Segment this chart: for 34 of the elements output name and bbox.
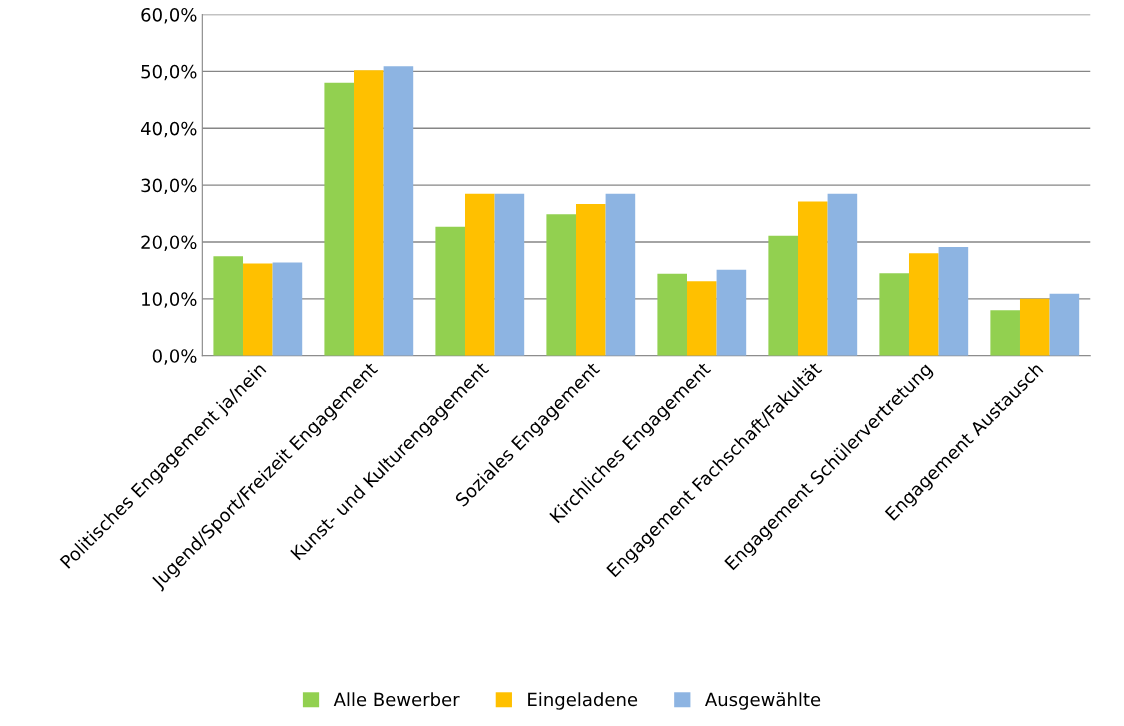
bar	[908, 253, 939, 356]
bar	[879, 273, 909, 356]
legend-label: Eingeladene	[528, 692, 638, 710]
bar	[272, 262, 303, 356]
legend-label: Ausgewählte	[705, 692, 821, 710]
bar	[827, 193, 858, 356]
bar	[324, 82, 355, 356]
bar	[657, 273, 687, 356]
bar	[383, 66, 414, 356]
bar	[465, 193, 495, 356]
bar	[494, 193, 525, 356]
bar	[213, 256, 244, 356]
bar	[768, 235, 798, 356]
y-tick-label: 20,0%	[141, 235, 197, 251]
bar	[435, 226, 466, 356]
bar	[576, 203, 606, 356]
y-tick-label: 0,0%	[152, 349, 197, 365]
bar	[1049, 293, 1080, 356]
bar	[938, 247, 969, 356]
bar	[605, 193, 636, 356]
bar	[990, 310, 1020, 356]
bar	[243, 263, 273, 356]
bar	[716, 269, 747, 356]
y-tick-label: 30,0%	[141, 178, 197, 195]
bar	[354, 70, 384, 356]
bar	[687, 281, 717, 356]
legend-label: Alle Bewerber	[333, 692, 460, 707]
y-tick-label: 50,0%	[141, 64, 197, 81]
y-tick-label: 10,0%	[142, 292, 197, 308]
y-tick-label: 40,0%	[140, 121, 197, 138]
y-tick-label: 60,0%	[141, 7, 197, 24]
bar	[546, 214, 576, 356]
bar	[1019, 298, 1050, 356]
bar	[797, 201, 828, 356]
